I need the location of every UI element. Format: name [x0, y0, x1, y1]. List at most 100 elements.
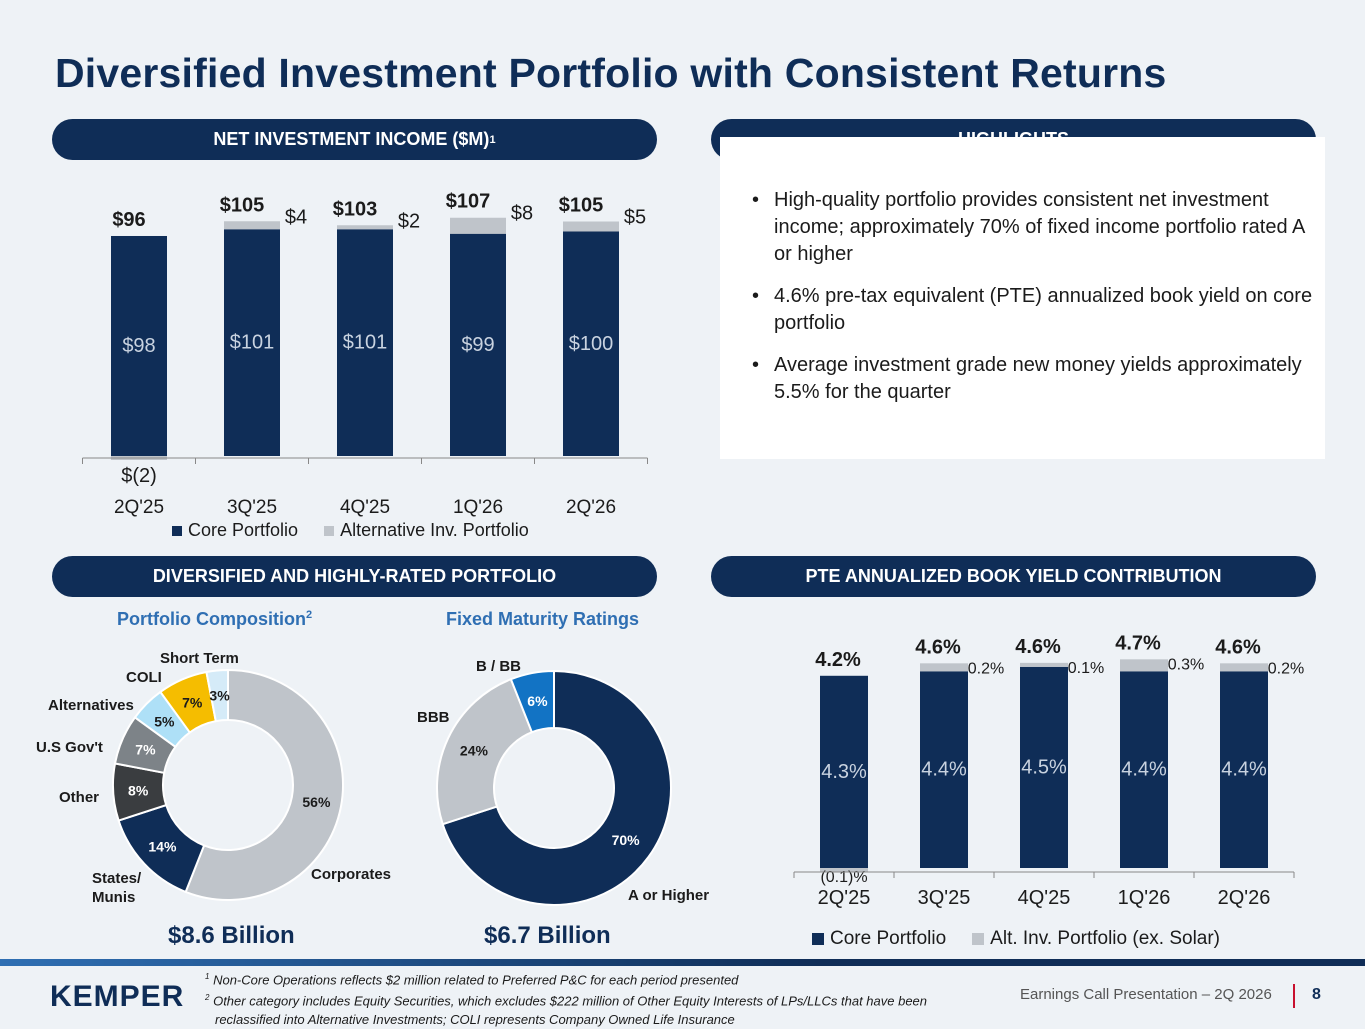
- total-label: $105: [559, 195, 604, 217]
- category-label: 2Q'25: [114, 497, 164, 518]
- footnote-sup: 2: [205, 993, 210, 1003]
- slice-label: 24%: [460, 742, 489, 758]
- bar-alt: [224, 221, 280, 230]
- data-label-alt: 0.1%: [1068, 660, 1104, 677]
- bar-core: [337, 229, 393, 456]
- highlights-list: High-quality portfolio provides consiste…: [720, 187, 1325, 406]
- composition-donut: 56% 14% 8% 7% 5% 7% 3%: [112, 668, 344, 901]
- category-label: 2Q'25: [818, 887, 871, 909]
- slice-label: 7%: [135, 741, 156, 757]
- highlight-item: Average investment grade new money yield…: [752, 352, 1325, 406]
- data-label-alt: 0.2%: [968, 660, 1004, 677]
- legend-swatch: [324, 525, 335, 536]
- data-label-alt: (0.1)%: [820, 869, 867, 886]
- data-label-core: $99: [461, 334, 494, 356]
- legend-swatch: [812, 933, 824, 945]
- ratings-total: $6.7 Billion: [484, 922, 611, 949]
- page-number: 8: [1312, 986, 1321, 1003]
- composition-title-sup: 2: [305, 609, 313, 621]
- composition-label: Short Term: [160, 650, 239, 667]
- ratings-label: B / BB: [476, 658, 521, 675]
- ratings-label: A or Higher: [628, 887, 710, 904]
- slice-label: 8%: [128, 783, 149, 799]
- category-label: 4Q'25: [1018, 887, 1071, 909]
- category-label: 2Q'26: [1218, 887, 1271, 909]
- bar-alt: [563, 221, 619, 232]
- composition-label: U.S Gov't: [36, 739, 103, 756]
- legend-label: Core Portfolio: [830, 928, 947, 949]
- total-label: $96: [112, 209, 145, 231]
- total-label: $103: [333, 198, 378, 220]
- data-label-core: 4.4%: [921, 759, 967, 781]
- kemper-logo: KEMPER: [50, 980, 185, 1013]
- bar-alt: [337, 225, 393, 230]
- footnote-2: 2 Other category includes Equity Securit…: [205, 989, 927, 1010]
- nii-chart: $98 $(2) $96 2Q'25 $101 $4 $105 3Q'25 $101 $2 $103…: [82, 191, 648, 518]
- yield-legend: Core Portfolio Alt. Inv. Portfolio (ex. …: [812, 928, 1220, 950]
- slice-label: 3%: [209, 687, 230, 703]
- category-label: 1Q'26: [453, 497, 503, 518]
- nii-legend: Core Portfolio Alternative Inv. Portfoli…: [172, 520, 529, 541]
- slice-label: 6%: [527, 693, 548, 709]
- composition-label: Other: [59, 789, 100, 806]
- data-label-alt: $(2): [121, 465, 157, 487]
- footnote-text: Non-Core Operations reflects $2 million …: [213, 972, 739, 988]
- slice-label: 56%: [302, 794, 331, 810]
- bar-alt: [820, 868, 868, 872]
- data-label-alt: 0.3%: [1168, 656, 1204, 673]
- total-label: $107: [446, 191, 491, 213]
- legend-item-alt: Alt. Inv. Portfolio (ex. Solar): [972, 928, 1220, 950]
- footnotes: 1 Non-Core Operations reflects $2 millio…: [205, 968, 927, 1029]
- bar-alt: [1220, 663, 1268, 672]
- legend-label: Alt. Inv. Portfolio (ex. Solar): [990, 928, 1221, 949]
- donut-slice: [205, 668, 229, 723]
- bar-core: [111, 235, 167, 456]
- total-label: 4.6%: [1215, 636, 1261, 658]
- data-label-core: $101: [230, 332, 275, 354]
- data-label-core: $98: [122, 335, 155, 357]
- data-label-core: 4.4%: [1221, 759, 1267, 781]
- data-label-core: 4.5%: [1021, 756, 1067, 778]
- category-label: 2Q'26: [566, 497, 616, 518]
- legend-swatch: [172, 525, 182, 536]
- data-label-alt: $8: [511, 203, 533, 225]
- highlights-panel: High-quality portfolio provides consiste…: [720, 137, 1325, 459]
- data-label-alt: $4: [285, 206, 307, 228]
- footnote-sup: 1: [205, 972, 210, 981]
- total-label: 4.6%: [1015, 636, 1061, 658]
- footnote-text: Other category includes Equity Securitie…: [213, 993, 928, 1009]
- footnote-1: 1 Non-Core Operations reflects $2 millio…: [205, 968, 927, 989]
- total-label: 4.2%: [815, 649, 861, 671]
- category-label: 3Q'25: [918, 887, 971, 909]
- bar-alt: [450, 217, 506, 234]
- legend-item-core: Core Portfolio: [172, 520, 298, 541]
- legend-item-core: Core Portfolio: [812, 928, 946, 950]
- data-label-alt: $2: [398, 210, 420, 232]
- highlight-item: High-quality portfolio provides consiste…: [752, 187, 1325, 268]
- slice-label: 70%: [612, 832, 641, 848]
- ratings-label: BBB: [417, 709, 450, 726]
- composition-title: Portfolio Composition2: [117, 609, 312, 630]
- data-label-core: 4.4%: [1121, 759, 1167, 781]
- slice-label: 14%: [148, 839, 177, 855]
- ratings-title: Fixed Maturity Ratings: [446, 609, 640, 629]
- bar-core: [820, 675, 868, 868]
- legend-swatch: [972, 933, 985, 945]
- data-label-core: $100: [569, 333, 614, 355]
- footnote-2b: reclassified into Alternative Investment…: [215, 1011, 735, 1027]
- total-label: 4.6%: [915, 636, 961, 658]
- data-label-core: 4.3%: [821, 761, 867, 783]
- presentation-label: Earnings Call Presentation – 2Q 2026: [1020, 986, 1272, 1003]
- footer-divider: [0, 959, 1365, 966]
- yield-header: PTE ANNUALIZED BOOK YIELD CONTRIBUTION: [711, 556, 1316, 597]
- donut-slice: [436, 677, 534, 826]
- composition-label: COLI: [126, 669, 162, 686]
- category-label: 3Q'25: [227, 497, 277, 518]
- slice-label: 7%: [182, 694, 203, 710]
- legend-item-alt: Alternative Inv. Portfolio: [324, 520, 529, 541]
- composition-label: Alternatives: [48, 697, 134, 714]
- bar-core: [920, 671, 968, 868]
- total-label: 4.7%: [1115, 632, 1161, 654]
- portfolio-header: DIVERSIFIED AND HIGHLY-RATED PORTFOLIO: [52, 556, 657, 597]
- composition-label: Corporates: [311, 866, 392, 883]
